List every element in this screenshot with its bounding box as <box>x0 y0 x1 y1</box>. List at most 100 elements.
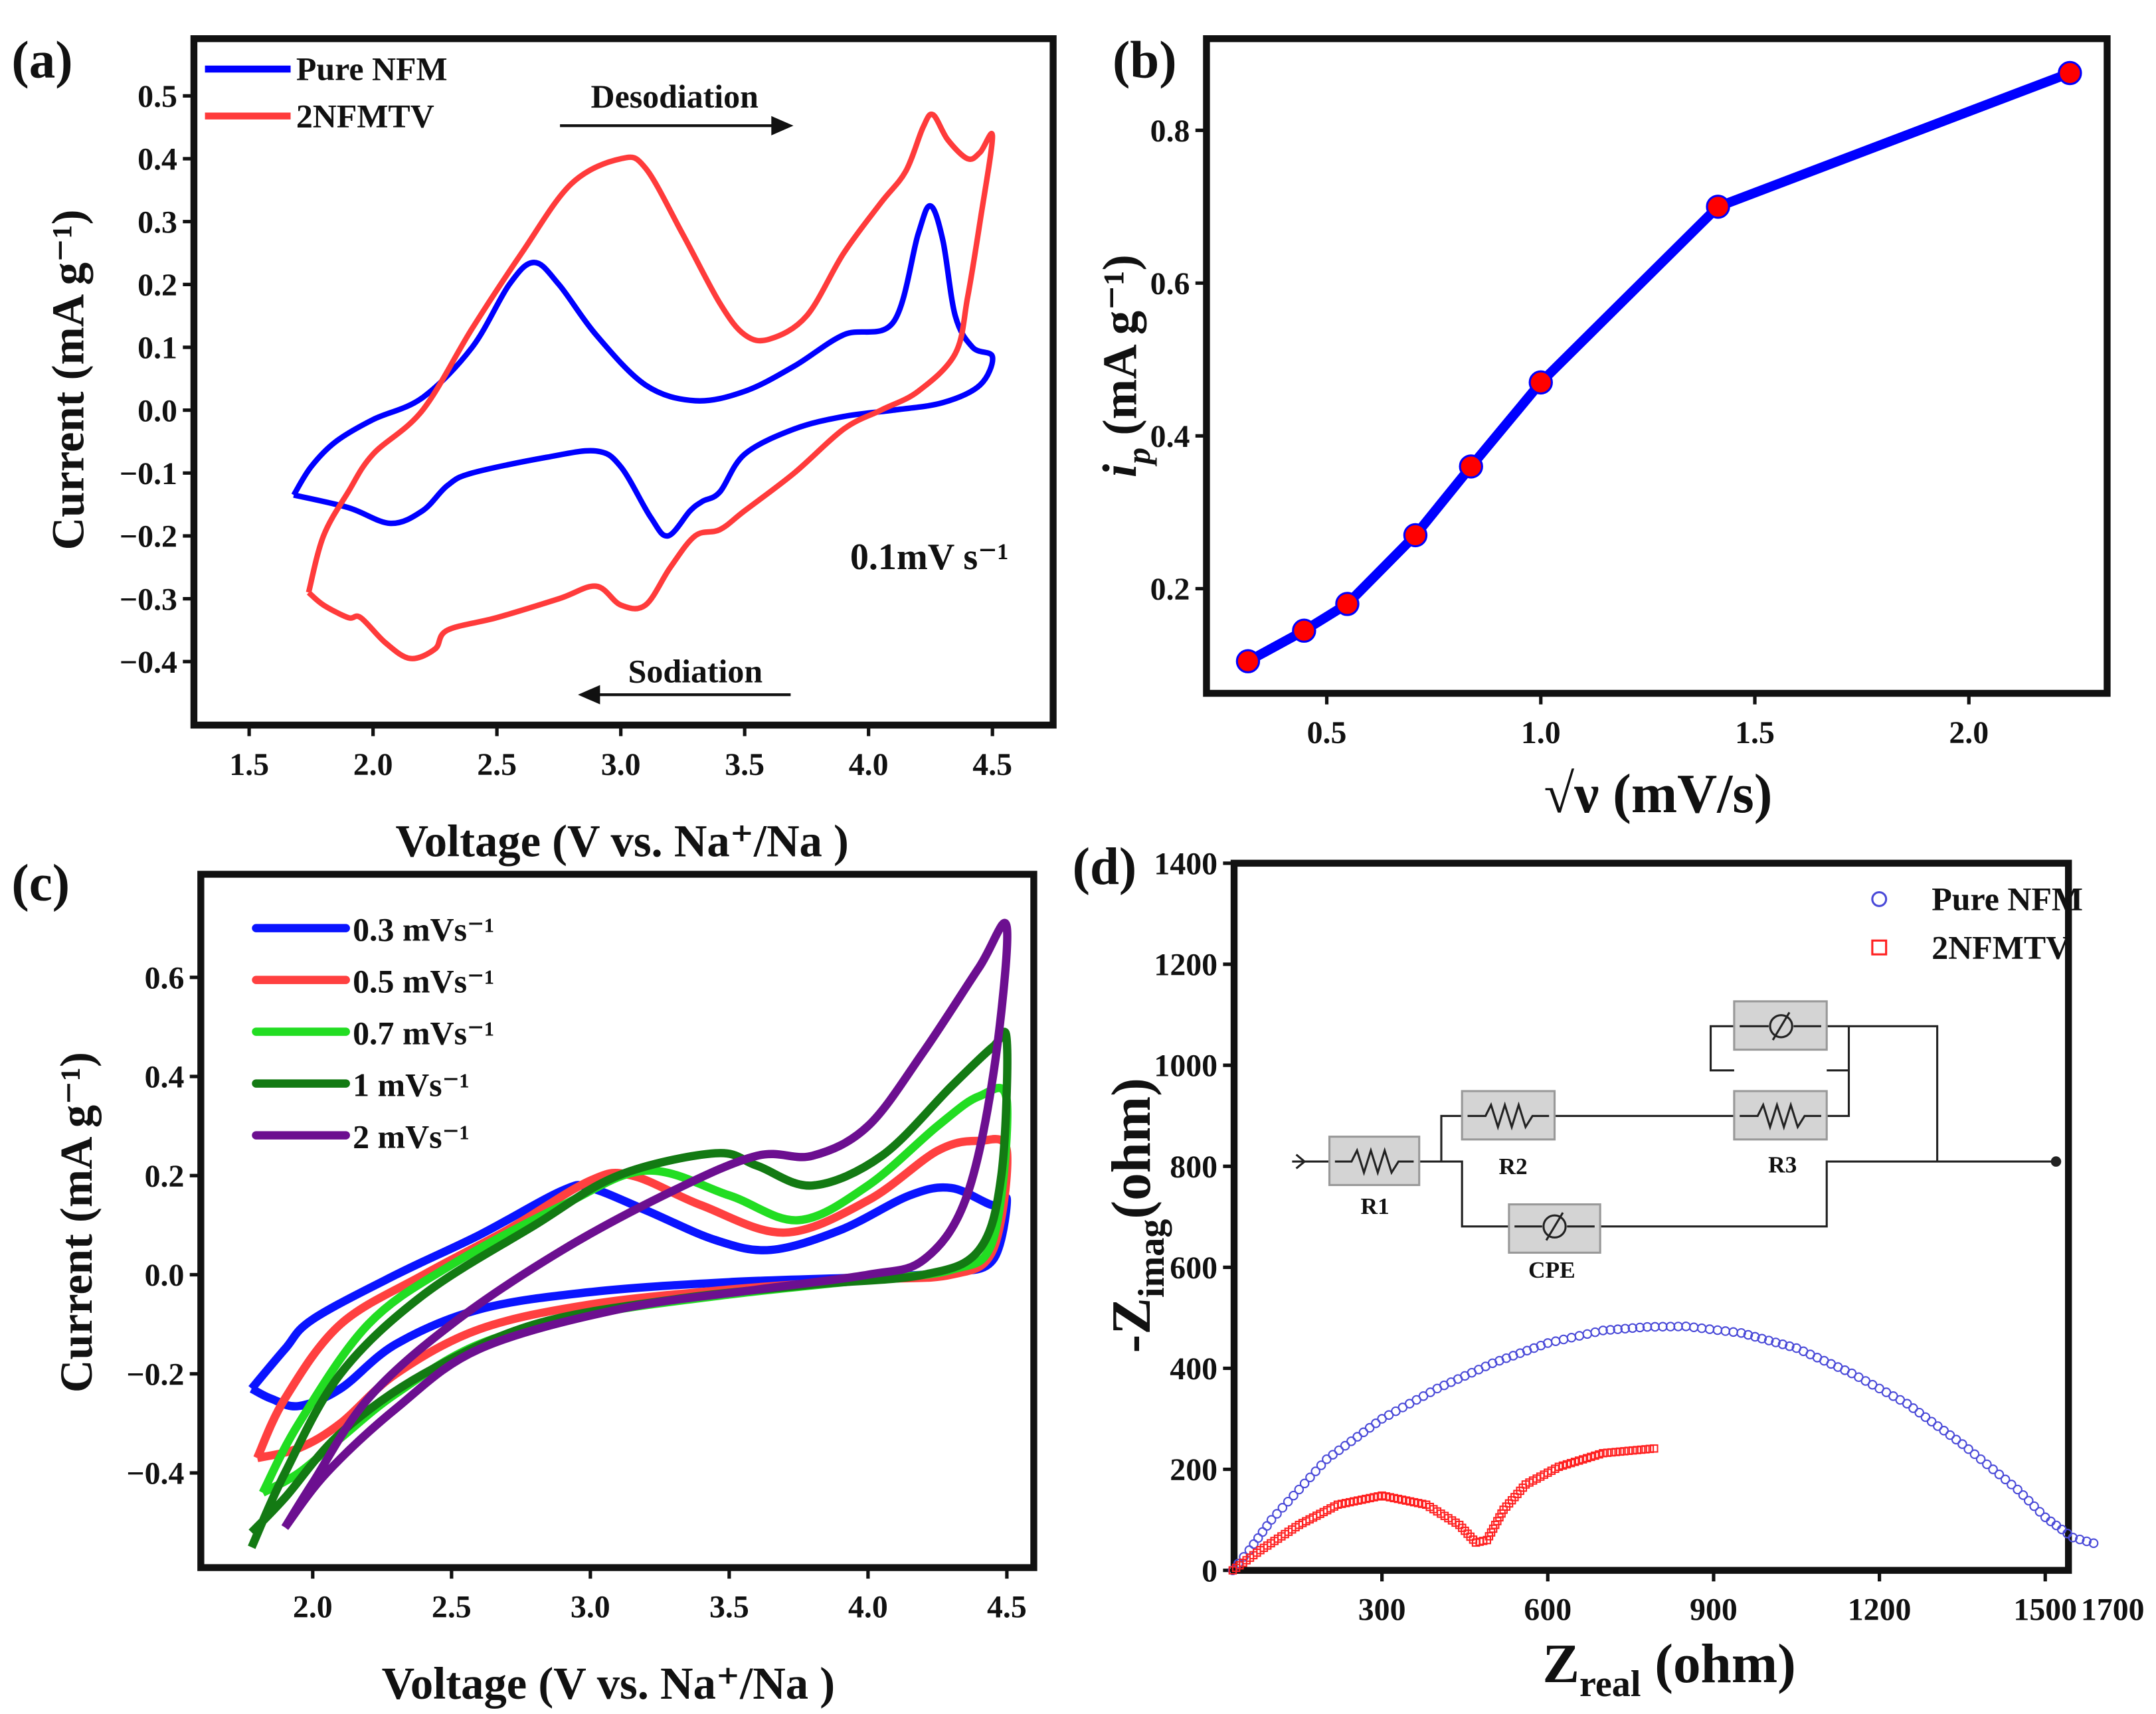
d-marker-pure-nfm <box>1277 1503 1288 1513</box>
d-marker-pure-nfm <box>1316 1460 1326 1470</box>
d-marker-pure-nfm <box>1605 1325 1615 1335</box>
c-y-tick-label: 0.2 <box>145 1159 185 1194</box>
c-legend-label: 2 mVs⁻¹ <box>353 1118 470 1155</box>
b-y-tick-label: 0.2 <box>1150 572 1190 607</box>
d-marker-2nfmtv <box>1629 1446 1637 1455</box>
d-marker-pure-nfm <box>1926 1416 1937 1427</box>
c-legend-label: 0.3 mVs⁻¹ <box>353 911 494 948</box>
b-ylabel-sub: p <box>1121 448 1157 467</box>
b-data-point <box>1706 195 1730 219</box>
d-marker-pure-nfm <box>1982 1459 1992 1470</box>
d-x-tick-label: 900 <box>1690 1592 1738 1628</box>
d-marker-pure-nfm <box>1908 1403 1918 1413</box>
a-series-2nfmtv <box>306 111 996 661</box>
d-x-end-label: 1700 <box>2081 1592 2145 1628</box>
d-marker-2nfmtv <box>1611 1448 1620 1456</box>
a-x-tick-label: 3.5 <box>725 747 764 782</box>
d-marker-pure-nfm <box>1951 1434 1961 1445</box>
a-x-tick-label: 4.5 <box>972 747 1012 782</box>
d-ylabel-main: -Z <box>1101 1298 1162 1353</box>
equivalent-circuit <box>1292 1000 2062 1254</box>
a-y-tick-label: −0.4 <box>120 645 177 680</box>
d-marker-pure-nfm <box>1988 1464 1998 1474</box>
d-marker-pure-nfm <box>1574 1331 1585 1341</box>
a-y-tick-label: −0.1 <box>120 456 177 491</box>
c-y-tick-label: −0.2 <box>126 1357 184 1392</box>
d-marker-pure-nfm <box>1750 1331 1760 1342</box>
d-marker-pure-nfm <box>1712 1325 1723 1335</box>
d-marker-pure-nfm <box>1785 1341 1795 1351</box>
b-x-tick-label: 0.5 <box>1307 715 1347 750</box>
r2-label: R2 <box>1499 1153 1528 1179</box>
d-marker-pure-nfm <box>1334 1445 1344 1456</box>
d-marker-2nfmtv <box>1620 1447 1629 1456</box>
d-marker-pure-nfm <box>1945 1430 1955 1440</box>
d-marker-pure-nfm <box>2013 1484 2022 1495</box>
d-marker-pure-nfm <box>1364 1422 1375 1433</box>
c-legend-label: 1 mVs⁻¹ <box>353 1067 470 1103</box>
b-y-tick-label: 0.6 <box>1150 266 1190 301</box>
d-x-axis-title: Zreal (ohm) <box>1542 1633 1795 1705</box>
d-marker-pure-nfm <box>2074 1534 2085 1545</box>
d-y-tick-label: 200 <box>1170 1452 1217 1488</box>
d-marker-pure-nfm <box>1757 1333 1767 1344</box>
d-y-tick-label: 1400 <box>1154 846 1217 881</box>
c-x-tick-label: 2.0 <box>293 1589 333 1624</box>
c-y-tick-label: −0.4 <box>126 1456 184 1492</box>
b-ylabel-rest: (mA g⁻¹) <box>1093 254 1146 448</box>
d-marker-pure-nfm <box>1233 1559 1243 1569</box>
b-data-point <box>1528 370 1553 395</box>
b-x-axis-title: √ν (mV/s) <box>1544 763 1773 824</box>
d-marker-pure-nfm <box>1620 1324 1631 1334</box>
a-y-tick-label: 0.3 <box>137 205 177 240</box>
d-y-axis-title: -Zimag(ohm) <box>1101 1078 1172 1353</box>
d-legend-pure-nfm: Pure NFM <box>1931 881 2083 918</box>
resistor-r2 <box>1461 1090 1556 1141</box>
d-marker-pure-nfm <box>1963 1444 1973 1454</box>
r1-label: R1 <box>1361 1193 1390 1219</box>
c-x-tick-label: 3.0 <box>571 1589 610 1624</box>
d-marker-pure-nfm <box>1299 1478 1310 1489</box>
panel-d: 300 600 900 1200 1500 0 200 400 600 800 1000 1200 14… <box>1154 846 2144 1627</box>
c-x-tick-label: 2.5 <box>432 1589 472 1624</box>
d-marker-pure-nfm <box>2082 1536 2092 1547</box>
d-marker-pure-nfm <box>1688 1322 1699 1333</box>
d-marker-pure-nfm <box>1340 1440 1350 1451</box>
d-marker-2nfmtv <box>1637 1445 1646 1454</box>
d-marker-pure-nfm <box>1328 1450 1338 1460</box>
c-x-tick-label: 4.0 <box>848 1589 888 1624</box>
d-marker-pure-nfm <box>1294 1484 1304 1495</box>
d-marker-pure-nfm <box>1743 1329 1753 1340</box>
d-y-tick-label: 0 <box>1202 1553 1217 1588</box>
a-y-tick-label: 0.5 <box>137 79 177 114</box>
d-marker-pure-nfm <box>1283 1496 1293 1507</box>
d-marker-2nfmtv <box>1607 1448 1616 1457</box>
a-x-tick-label: 4.0 <box>849 747 889 782</box>
d-marker-2nfmtv <box>1615 1447 1625 1456</box>
panel-label-c: (c) <box>11 855 70 912</box>
b-y-tick-label: 0.4 <box>1150 419 1190 454</box>
desodiation-label: Desodiation <box>591 78 759 115</box>
d-marker-2nfmtv <box>1624 1446 1633 1455</box>
d-marker-pure-nfm <box>1558 1334 1569 1345</box>
c-y-axis-title: Current (mA g⁻¹) <box>51 1052 102 1393</box>
a-y-tick-label: 0.0 <box>137 393 177 428</box>
d-marker-2nfmtv <box>1633 1446 1641 1454</box>
desodiation-arrow <box>560 116 794 135</box>
d-marker-pure-nfm <box>1310 1466 1321 1476</box>
d-marker-pure-nfm <box>1777 1339 1788 1349</box>
d-marker-pure-nfm <box>1346 1436 1356 1446</box>
d-marker-pure-nfm <box>1939 1425 1949 1436</box>
d-marker-pure-nfm <box>1975 1454 1986 1464</box>
d-x-tick-label: 1200 <box>1848 1592 1912 1628</box>
d-y-tick-label: 1200 <box>1154 948 1217 983</box>
d-marker-pure-nfm <box>1728 1327 1738 1337</box>
c-legend: 0.3 mVs⁻¹ 0.5 mVs⁻¹ 0.7 mVs⁻¹ 1 mVs⁻¹ 2 mVs⁻… <box>252 911 494 1155</box>
d-legend-marker-pure-nfm <box>1871 891 1888 907</box>
d-y-tick-label: 800 <box>1170 1150 1217 1185</box>
d-ylabel-sub: imag <box>1131 1219 1172 1298</box>
d-marker-pure-nfm <box>1627 1323 1638 1333</box>
d-marker-pure-nfm <box>1658 1322 1668 1332</box>
d-marker-pure-nfm <box>1704 1324 1715 1334</box>
